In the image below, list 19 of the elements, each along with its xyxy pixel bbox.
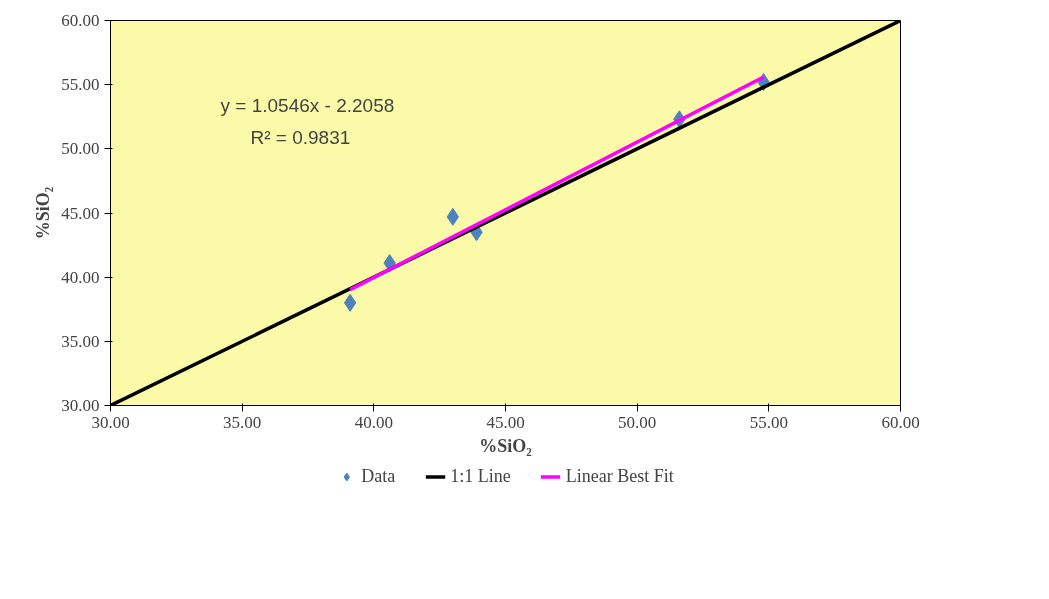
x-tick-label: 45.00 bbox=[486, 412, 525, 432]
y-tick-label: 50.00 bbox=[61, 139, 100, 159]
legend-label: Linear Best Fit bbox=[565, 465, 674, 487]
x-tick-label: 35.00 bbox=[223, 412, 262, 432]
y-tick-label: 40.00 bbox=[61, 267, 100, 287]
y-tick-label: 30.00 bbox=[61, 396, 100, 415]
y-tick-label: 35.00 bbox=[61, 331, 100, 351]
legend-label: Data bbox=[361, 465, 396, 487]
x-tick-label: 50.00 bbox=[618, 412, 657, 432]
x-tick-label: 40.00 bbox=[354, 412, 393, 432]
y-tick-label: 60.00 bbox=[61, 11, 100, 30]
x-tick-label: 30.00 bbox=[91, 412, 130, 432]
legend-label: 1:1 Line bbox=[450, 465, 511, 487]
y-tick-label: 55.00 bbox=[61, 75, 100, 95]
x-axis-title: %SiO₂ bbox=[479, 435, 532, 456]
y-axis-title: %SiO₂ bbox=[33, 186, 54, 240]
y-tick-label: 45.00 bbox=[61, 203, 100, 223]
x-tick-label: 60.00 bbox=[881, 412, 920, 432]
x-tick-label: 55.00 bbox=[749, 412, 788, 432]
